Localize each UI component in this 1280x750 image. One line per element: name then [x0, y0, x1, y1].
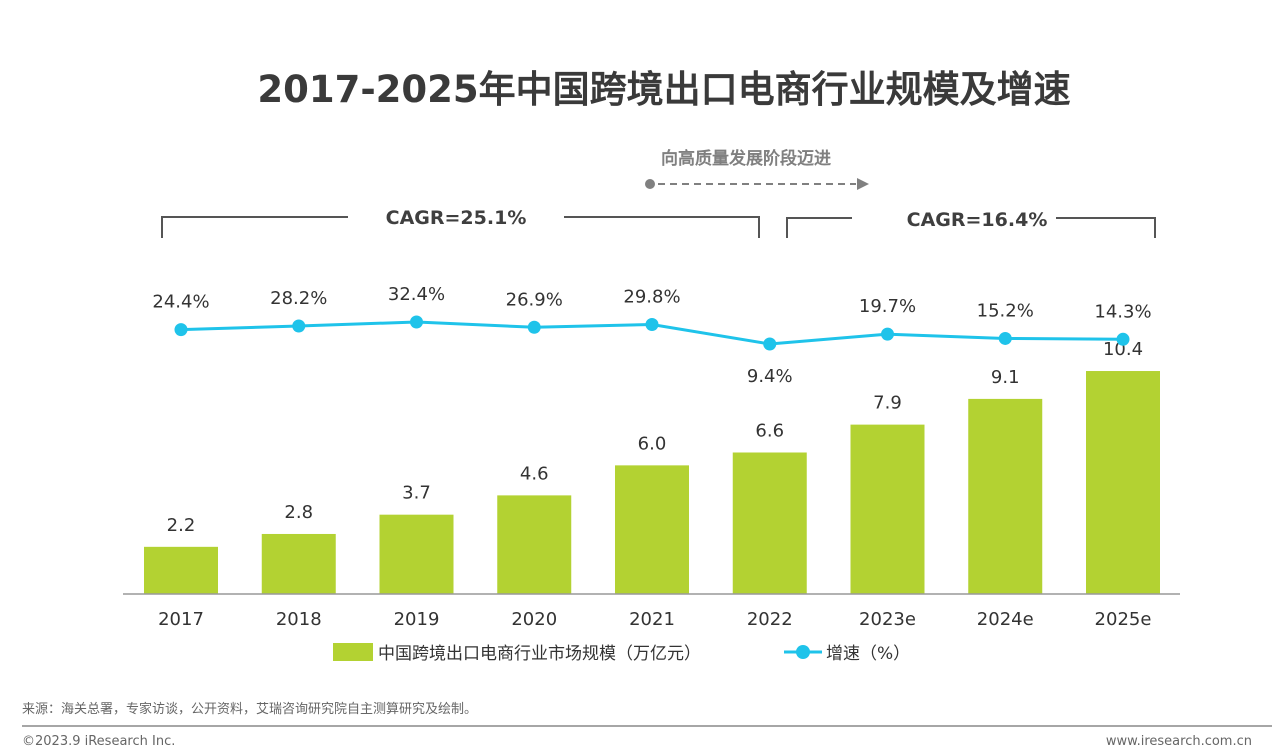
bar-value-label: 7.9 [873, 393, 902, 414]
growth-value-label: 19.7% [859, 296, 916, 317]
growth-value-label: 14.3% [1094, 301, 1151, 322]
bar-2021 [615, 465, 689, 594]
legend-swatch-line [784, 645, 822, 659]
copyright: ©2023.9 iResearch Inc. [22, 734, 175, 749]
bar-value-label: 3.7 [402, 483, 431, 504]
website: www.iresearch.com.cn [1106, 734, 1252, 749]
trend-arrow-icon [645, 178, 869, 190]
bar-2017 [144, 546, 218, 594]
x-tick-label: 2019 [394, 609, 440, 630]
growth-point-2018 [292, 319, 306, 333]
growth-value-label: 29.8% [623, 286, 680, 307]
x-tick-label: 2024e [977, 609, 1034, 630]
growth-value-label: 32.4% [388, 284, 445, 305]
x-tick-label: 2018 [276, 609, 322, 630]
growth-point-2020 [527, 320, 541, 334]
bar-2018 [261, 533, 336, 594]
trend-note: 向高质量发展阶段迈进 [661, 148, 831, 169]
legend-label-line: 增速（%） [826, 644, 910, 664]
x-tick-label: 2020 [511, 609, 557, 630]
growth-value-label: 24.4% [152, 292, 209, 313]
growth-value-label: 28.2% [270, 288, 327, 309]
bar-2023e [850, 424, 925, 594]
cagr-label-2: CAGR=16.4% [907, 209, 1048, 231]
legend-swatch-bar [333, 643, 373, 661]
bar-2022 [732, 452, 807, 594]
growth-point-2025e [1116, 332, 1130, 346]
cagr-label-1: CAGR=25.1% [386, 207, 527, 229]
bar-value-label: 6.6 [755, 420, 784, 441]
growth-value-label: 15.2% [977, 300, 1034, 321]
cagr-bracket-1 [161, 216, 760, 238]
growth-point-2021 [645, 317, 659, 331]
growth-point-2019 [410, 315, 423, 329]
growth-point-2024e [998, 331, 1012, 345]
growth-value-label: 9.4% [747, 366, 793, 387]
legend-label-bar: 中国跨境出口电商行业市场规模（万亿元） [378, 644, 701, 664]
bar-2019 [379, 514, 454, 594]
bar-value-label: 2.8 [284, 502, 313, 523]
growth-point-2022 [763, 337, 777, 351]
growth-value-label: 26.9% [506, 289, 563, 310]
bar-2024e [968, 398, 1043, 594]
growth-point-2023e [881, 327, 894, 341]
x-tick-label: 2021 [629, 609, 675, 630]
bar-value-label: 9.1 [991, 367, 1020, 388]
bar-value-label: 2.2 [167, 515, 196, 536]
x-tick-label: 2025e [1095, 609, 1152, 630]
x-tick-label: 2023e [859, 609, 916, 630]
source-note: 来源：海关总署，专家访谈，公开资料，艾瑞咨询研究院自主测算研究及绘制。 [22, 701, 477, 717]
cagr-bracket-2 [786, 217, 1156, 238]
bar-value-label: 4.6 [520, 463, 549, 484]
bar-value-label: 10.4 [1103, 339, 1143, 360]
bar-2020 [497, 495, 572, 594]
chart-title: 2017-2025年中国跨境出口电商行业规模及增速 [257, 68, 1070, 111]
bar-2025e [1086, 371, 1160, 594]
x-tick-label: 2022 [747, 609, 793, 630]
growth-point-2017 [174, 323, 188, 337]
bar-value-label: 6.0 [638, 433, 667, 454]
x-tick-label: 2017 [158, 609, 204, 630]
